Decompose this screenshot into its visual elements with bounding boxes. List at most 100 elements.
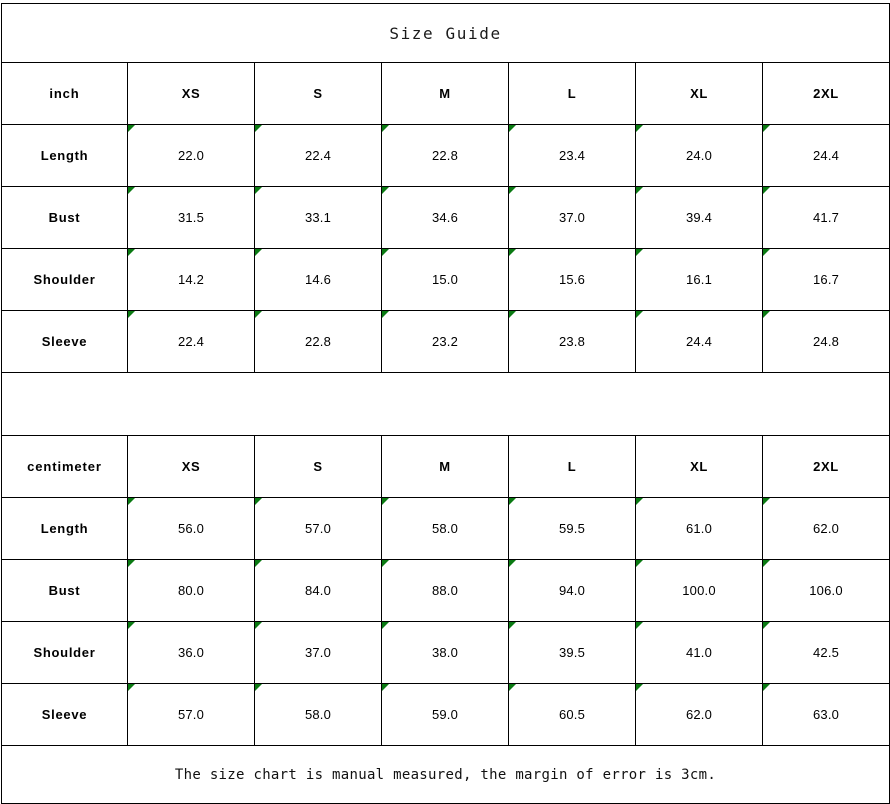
cell-value: 41.0 [685,645,713,660]
green-corner-triangle-icon [382,249,389,256]
size-guide-table: Size Guide inch XS S M L XL 2XL Length 2… [0,3,890,804]
cell-value: 58.0 [431,521,459,536]
table-spacer [0,372,890,436]
page-title: Size Guide [0,3,890,63]
centimeter-header-row: centimeter XS S M L XL 2XL [1,435,890,498]
cell-inch-shoulder-xl: 16.1 [635,248,763,311]
cell-cm-sleeve-xs: 57.0 [127,683,255,746]
green-corner-triangle-icon [636,311,643,318]
cell-value: 16.7 [812,272,840,287]
cell-cm-sleeve-m: 59.0 [381,683,509,746]
title-row: Size Guide [0,3,890,63]
table-row: Shoulder 14.2 14.6 15.0 15.6 [1,248,890,311]
cell-inch-shoulder-s: 14.6 [254,248,382,311]
cell-cm-sleeve-s: 58.0 [254,683,382,746]
row-label-bust-cm: Bust [1,559,128,622]
cell-cm-shoulder-2xl: 42.5 [761,621,890,684]
green-corner-triangle-icon [636,187,643,194]
cell-value: 23.8 [558,334,586,349]
cell-value: 59.0 [431,707,459,722]
cell-value: 94.0 [558,583,586,598]
cell-inch-length-m: 22.8 [381,124,509,187]
cell-inch-sleeve-xs: 22.4 [127,310,255,373]
green-corner-triangle-icon [128,249,135,256]
green-corner-triangle-icon [255,622,262,629]
cell-value: 16.1 [685,272,713,287]
row-label-sleeve-cm: Sleeve [1,683,128,746]
green-corner-triangle-icon [509,498,516,505]
cell-value: 106.0 [809,583,843,598]
cell-inch-bust-s: 33.1 [254,186,382,249]
cell-inch-shoulder-xs: 14.2 [127,248,255,311]
green-corner-triangle-icon [382,560,389,567]
cell-value: 39.4 [685,210,713,225]
cell-cm-bust-s: 84.0 [254,559,382,622]
size-header-2xl: 2XL [761,62,890,125]
cell-inch-shoulder-l: 15.6 [508,248,636,311]
size-header-cm-xs: XS [127,435,255,498]
green-corner-triangle-icon [763,311,770,318]
cell-inch-bust-m: 34.6 [381,186,509,249]
green-corner-triangle-icon [763,249,770,256]
cell-inch-shoulder-2xl: 16.7 [761,248,890,311]
cell-value: 80.0 [177,583,205,598]
green-corner-triangle-icon [128,187,135,194]
cell-value: 24.8 [812,334,840,349]
cell-value: 38.0 [431,645,459,660]
unit-label-inch: inch [1,62,128,125]
cell-value: 14.2 [177,272,205,287]
cell-cm-shoulder-m: 38.0 [381,621,509,684]
cell-value: 15.6 [558,272,586,287]
cell-value: 22.8 [304,334,332,349]
cell-value: 57.0 [177,707,205,722]
size-header-cm-2xl: 2XL [761,435,890,498]
cell-cm-shoulder-s: 37.0 [254,621,382,684]
size-header-l: L [508,62,636,125]
green-corner-triangle-icon [509,187,516,194]
cell-value: 22.4 [177,334,205,349]
size-header-xs: XS [127,62,255,125]
table-row: Bust 80.0 84.0 88.0 94.0 [1,559,890,622]
cell-inch-length-xs: 22.0 [127,124,255,187]
inch-header-row: inch XS S M L XL 2XL [1,62,890,125]
cell-value: 60.5 [558,707,586,722]
table-row: Bust 31.5 33.1 34.6 37.0 [1,186,890,249]
row-label-bust-inch: Bust [1,186,128,249]
cell-cm-length-xs: 56.0 [127,497,255,560]
cell-inch-length-xl: 24.0 [635,124,763,187]
size-guide-page: Size Guide inch XS S M L XL 2XL Length 2… [0,3,890,804]
green-corner-triangle-icon [636,125,643,132]
table-row: Sleeve 22.4 22.8 23.2 23.8 [1,310,890,373]
green-corner-triangle-icon [255,311,262,318]
cell-inch-sleeve-l: 23.8 [508,310,636,373]
cell-inch-sleeve-m: 23.2 [381,310,509,373]
cell-value: 61.0 [685,521,713,536]
cell-value: 31.5 [177,210,205,225]
table-row: Length 22.0 22.4 22.8 23.4 [1,124,890,187]
row-label-shoulder-inch: Shoulder [1,248,128,311]
green-corner-triangle-icon [128,560,135,567]
row-label-length-cm: Length [1,497,128,560]
table-row: Sleeve 57.0 58.0 59.0 60.5 [1,683,890,746]
cell-value: 34.6 [431,210,459,225]
green-corner-triangle-icon [763,560,770,567]
green-corner-triangle-icon [128,125,135,132]
green-corner-triangle-icon [255,684,262,691]
cell-value: 59.5 [558,521,586,536]
green-corner-triangle-icon [382,187,389,194]
green-corner-triangle-icon [382,311,389,318]
cell-inch-length-l: 23.4 [508,124,636,187]
cell-cm-sleeve-xl: 62.0 [635,683,763,746]
spacer-row [0,372,890,436]
green-corner-triangle-icon [255,498,262,505]
measurement-disclaimer-note: The size chart is manual measured, the m… [0,745,890,804]
cell-inch-length-s: 22.4 [254,124,382,187]
green-corner-triangle-icon [509,560,516,567]
green-corner-triangle-icon [509,684,516,691]
green-corner-triangle-icon [636,498,643,505]
size-header-cm-xl: XL [635,435,763,498]
green-corner-triangle-icon [763,498,770,505]
cell-cm-bust-xs: 80.0 [127,559,255,622]
cell-value: 37.0 [558,210,586,225]
cell-value: 41.7 [812,210,840,225]
